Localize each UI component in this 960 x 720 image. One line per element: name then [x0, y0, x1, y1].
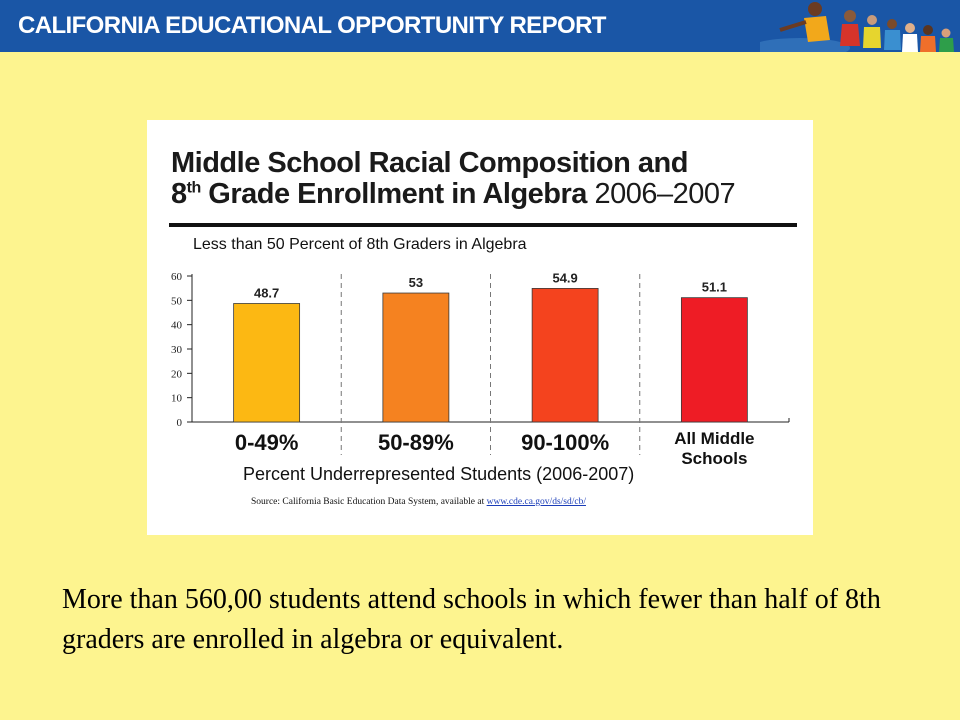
x-axis-label: Percent Underrepresented Students (2006-…: [243, 464, 635, 484]
y-tick-label: 30: [171, 344, 183, 356]
bar-0: [233, 303, 301, 423]
bar-2: [531, 288, 599, 423]
source-link[interactable]: www.cde.ca.gov/ds/sd/cb/: [486, 497, 586, 507]
children-photo: [760, 0, 960, 52]
chart-title-year: 2006–2007: [586, 178, 736, 210]
chart-title-main: Grade Enrollment in Algebra: [200, 178, 587, 210]
source-text: Source: California Basic Education Data …: [251, 497, 487, 507]
value-label-3: 51.1: [702, 280, 727, 295]
chart-subtitle: Less than 50 Percent of 8th Graders in A…: [193, 236, 527, 253]
bar-chart: 0 10 20 30 40 50 60 48.7 0-49% 53 50-89% 54.9 90-100…: [171, 270, 790, 468]
category-label-3-line-0: All Middle: [674, 429, 754, 448]
chart-title-sup: th: [186, 179, 202, 197]
value-label-2: 54.9: [552, 270, 577, 285]
y-tick-label: 50: [171, 295, 183, 307]
value-label-0: 48.7: [254, 285, 279, 300]
bar-3: [680, 297, 748, 423]
chart-title: Middle School Racial Composition and 8th…: [171, 147, 736, 210]
slide-footnote: More than 560,00 students attend schools…: [62, 584, 881, 655]
chart-title-line-2: 8th Grade Enrollment in Algebra 2006–200…: [171, 178, 736, 210]
title-divider: [169, 223, 797, 227]
category-label-0: 0-49%: [235, 430, 299, 455]
category-label-2: 90-100%: [521, 430, 609, 455]
value-label-1: 53: [409, 275, 423, 290]
y-tick-label: 0: [177, 417, 183, 429]
category-label-3-line-1: Schools: [681, 449, 747, 468]
y-tick-label: 10: [171, 393, 183, 405]
y-tick-label: 40: [171, 320, 183, 332]
header-banner: CALIFORNIA EDUCATIONAL OPPORTUNITY REPOR…: [0, 0, 960, 52]
report-title: CALIFORNIA EDUCATIONAL OPPORTUNITY REPOR…: [18, 12, 606, 39]
y-tick-label: 60: [171, 271, 183, 283]
y-tick-label: 20: [171, 368, 183, 380]
bar-1: [382, 292, 450, 423]
chart-title-line-1: Middle School Racial Composition and: [171, 147, 688, 179]
chart-title-eighth: 8: [171, 178, 187, 210]
chart-panel: Middle School Racial Composition and 8th…: [147, 120, 813, 535]
category-label-1: 50-89%: [378, 430, 454, 455]
source-note: Source: California Basic Education Data …: [251, 497, 586, 507]
